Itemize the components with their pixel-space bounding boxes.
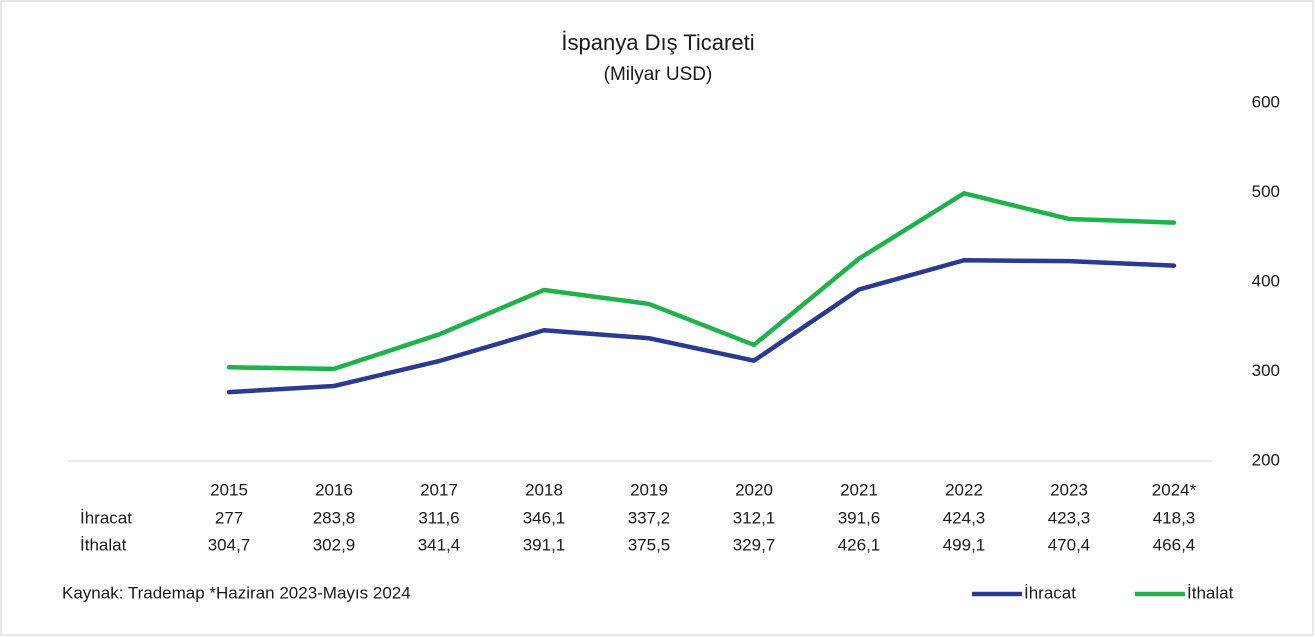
- legend-label: İhracat: [1024, 583, 1076, 602]
- chart-subtitle: (Milyar USD): [604, 64, 713, 85]
- table-value: 375,5: [628, 535, 671, 554]
- x-tick-label: 2022: [945, 480, 983, 499]
- x-tick-label: 2017: [420, 480, 458, 499]
- table-value: 311,6: [418, 508, 459, 527]
- table-value: 470,4: [1048, 535, 1091, 554]
- source-note: Kaynak: Trademap *Haziran 2023-Mayıs 202…: [62, 583, 411, 602]
- table-value: 423,3: [1048, 508, 1091, 527]
- x-tick-label: 2019: [630, 480, 668, 499]
- y-tick-label: 400: [1252, 271, 1280, 290]
- chart-title: İspanya Dış Ticareti: [561, 30, 754, 55]
- table-value: 283,8: [313, 508, 356, 527]
- table-value: 337,2: [628, 508, 671, 527]
- x-tick-label: 2016: [315, 480, 353, 499]
- x-tick-label: 2020: [735, 480, 773, 499]
- y-tick-label: 500: [1252, 182, 1280, 201]
- x-tick-label: 2023: [1050, 480, 1088, 499]
- x-tick-label: 2024*: [1152, 480, 1197, 499]
- y-tick-label: 200: [1252, 450, 1280, 469]
- table-value: 304,7: [208, 535, 251, 554]
- x-tick-label: 2015: [210, 480, 248, 499]
- x-tick-label: 2018: [525, 480, 563, 499]
- y-tick-label: 600: [1252, 92, 1280, 111]
- legend-label: İthalat: [1187, 583, 1234, 602]
- table-row-label: İhracat: [80, 508, 132, 527]
- series-line: [226, 191, 1177, 372]
- table-value: 312,1: [733, 508, 776, 527]
- table-value: 277: [215, 508, 243, 527]
- table-value: 466,4: [1153, 535, 1196, 554]
- table-value: 329,7: [733, 535, 776, 554]
- table-value: 499,1: [943, 535, 986, 554]
- table-value: 341,4: [418, 535, 461, 554]
- y-tick-label: 300: [1252, 361, 1280, 380]
- table-value: 302,9: [313, 535, 356, 554]
- table-value: 426,1: [838, 535, 881, 554]
- table-value: 346,1: [523, 508, 566, 527]
- table-row-label: İthalat: [80, 535, 127, 554]
- table-value: 391,1: [523, 535, 566, 554]
- table-value: 424,3: [943, 508, 986, 527]
- table-value: 418,3: [1153, 508, 1196, 527]
- x-tick-label: 2021: [840, 480, 878, 499]
- series-line: [226, 258, 1177, 395]
- table-value: 391,6: [838, 508, 881, 527]
